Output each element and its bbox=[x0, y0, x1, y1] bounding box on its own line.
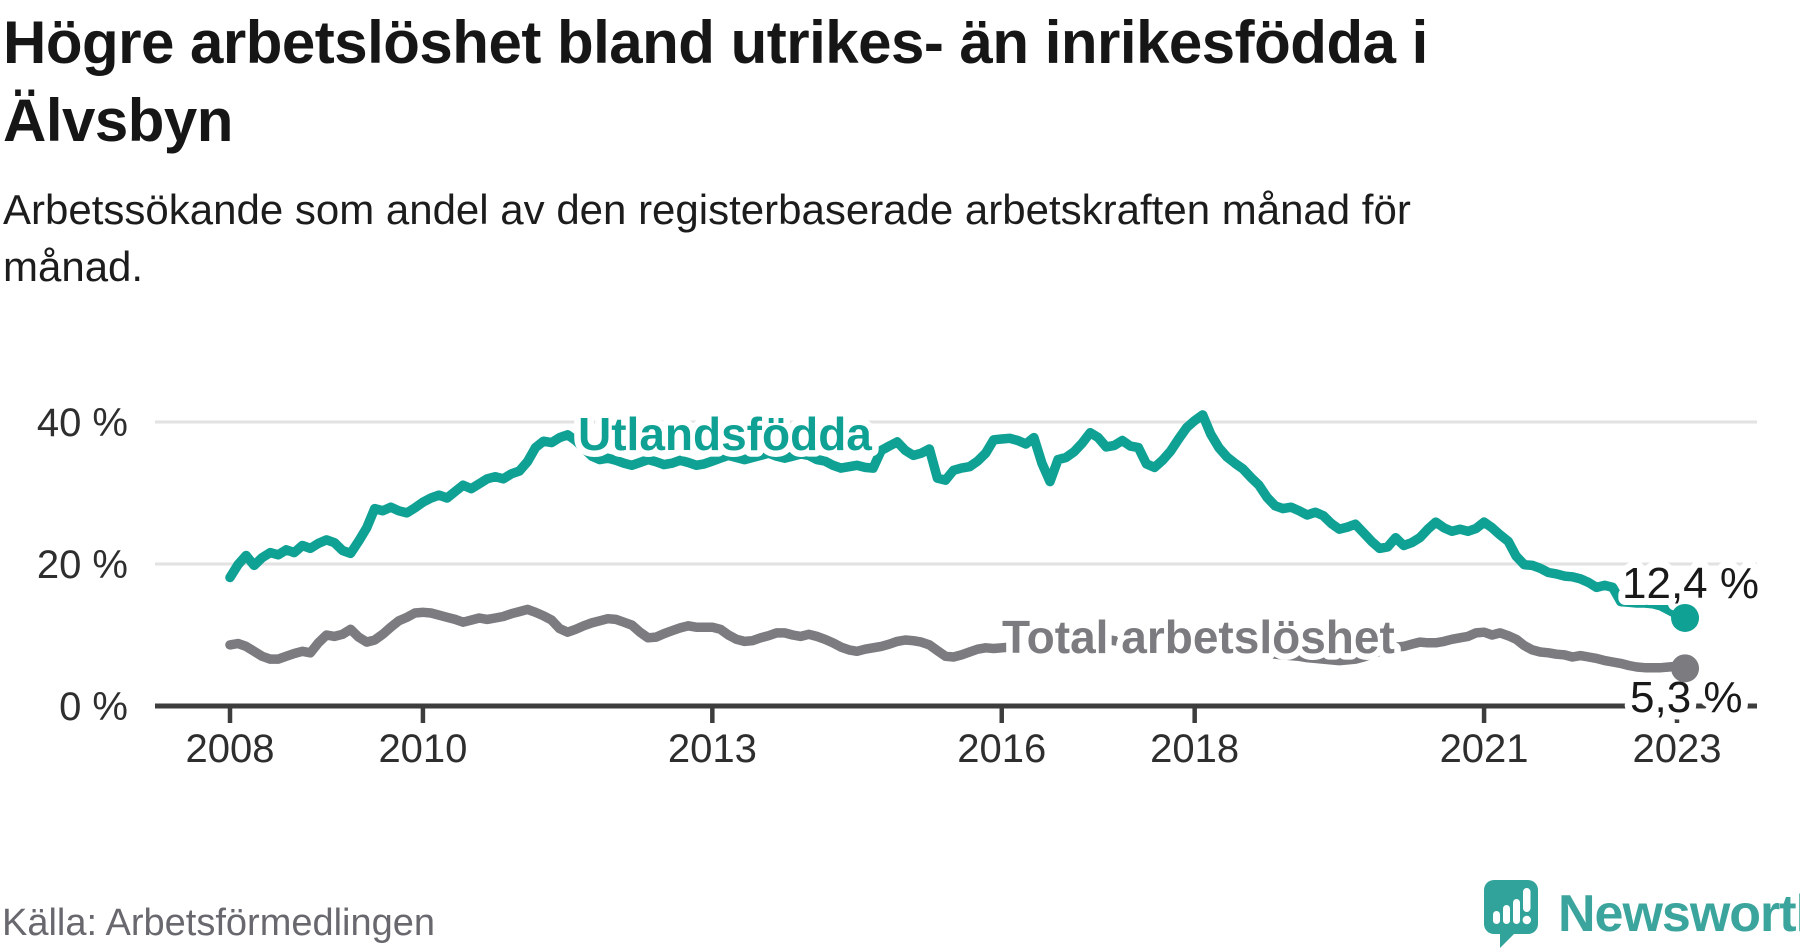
y-tick-label-0: 0 % bbox=[59, 685, 128, 729]
title-line-1: Högre arbetslöshet bland utrikes- än inr… bbox=[3, 9, 1428, 76]
subtitle-line-1: Arbetssökande som andel av den registerb… bbox=[3, 186, 1411, 233]
title-line-2: Älvsbyn bbox=[3, 87, 233, 154]
x-tick-label-2021: 2021 bbox=[1440, 727, 1529, 771]
exclamation-bar-icon bbox=[1523, 888, 1531, 912]
x-tick-label-2016: 2016 bbox=[957, 727, 1046, 771]
x-tick-label-2008: 2008 bbox=[186, 727, 275, 771]
series-label-total: Total arbetslöshet bbox=[1002, 611, 1395, 663]
bar-icon-small bbox=[1493, 911, 1500, 924]
y-tick-label-40: 40 % bbox=[37, 401, 128, 445]
series-end-dot-total bbox=[1671, 654, 1700, 683]
subtitle-line-2: månad. bbox=[3, 243, 144, 290]
chart-subtitle: Arbetssökande som andel av den registerb… bbox=[3, 181, 1411, 295]
brand-name: Newsworthy bbox=[1558, 885, 1800, 943]
series-end-dot-utlandsfodda bbox=[1671, 603, 1700, 632]
series-label-utlandsfodda: Utlandsfödda bbox=[578, 408, 872, 460]
x-tick-label-2013: 2013 bbox=[668, 727, 757, 771]
speech-bubble-chart-icon bbox=[1484, 880, 1538, 948]
newsworthy-logo: Newsworthy bbox=[1484, 880, 1800, 948]
x-tick-label-2018: 2018 bbox=[1150, 727, 1239, 771]
source-note: Källa: Arbetsförmedlingen bbox=[2, 902, 436, 944]
bar-icon-large bbox=[1513, 899, 1520, 924]
end-value-label-utlandsfodda: 12,4 % bbox=[1622, 559, 1759, 608]
y-tick-label-20: 20 % bbox=[37, 543, 128, 587]
series-line-utlandsfodda bbox=[225, 410, 1690, 623]
page-title: Högre arbetslöshet bland utrikes- än inr… bbox=[3, 4, 1428, 160]
x-tick-label-2023: 2023 bbox=[1633, 727, 1722, 771]
series-line-total bbox=[225, 604, 1690, 674]
exclamation-dot-icon bbox=[1522, 915, 1531, 925]
bar-icon-medium bbox=[1503, 905, 1510, 924]
x-tick-label-2010: 2010 bbox=[378, 727, 467, 771]
